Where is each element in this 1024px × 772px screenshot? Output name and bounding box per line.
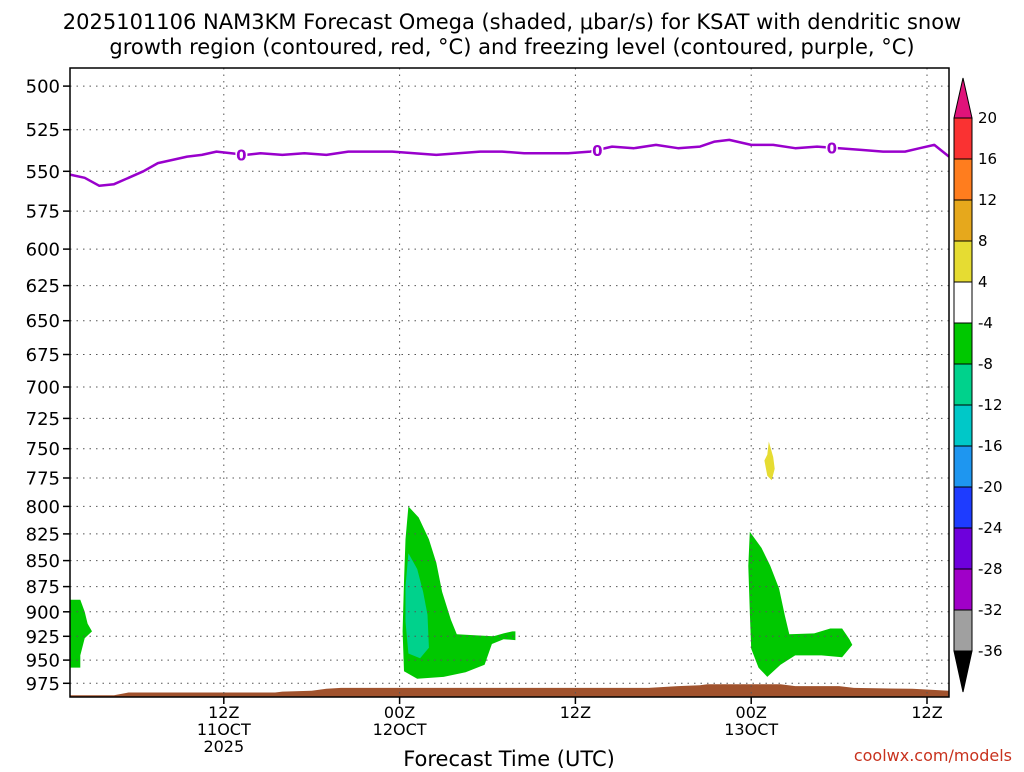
colorbar-segment [953, 363, 973, 406]
omega-region-2 [405, 553, 429, 659]
x-tick-label: 2025 [203, 737, 244, 756]
y-tick-label: 500 [26, 77, 60, 98]
colorbar-segment [953, 445, 973, 488]
y-tick-label: 725 [26, 409, 60, 430]
y-tick-label: 850 [26, 551, 60, 572]
colorbar-segment [953, 486, 973, 529]
x-tick-label: 12Z [911, 703, 942, 722]
freezing-level-contour: 0 0 0 [69, 138, 950, 188]
colorbar-label: -12 [978, 396, 1003, 414]
colorbar-label: -28 [978, 560, 1003, 578]
omega-region-4 [764, 441, 775, 481]
colorbar-label: 16 [978, 150, 997, 168]
colorbar-segment [953, 158, 973, 201]
y-tick-label: 675 [26, 345, 60, 366]
colorbar-label: 8 [978, 232, 988, 250]
y-tick-label: 650 [26, 311, 60, 332]
freezing-level-line [69, 138, 950, 188]
x-tick-label: 12OCT [373, 720, 427, 739]
chart-title-line-2: growth region (contoured, red, °C) and f… [109, 35, 914, 59]
y-tick-label: 925 [26, 627, 60, 648]
colorbar-label: -24 [978, 519, 1003, 537]
y-tick-label: 600 [26, 240, 60, 261]
colorbar-segment [953, 568, 973, 611]
colorbar: 20 16 12 8 4 -4 -8 -12 -16 -20 -24 -28 -32 -36 [953, 77, 1003, 693]
freezing-level-label: 0 [236, 146, 246, 164]
x-tick-label: 11OCT [197, 720, 251, 739]
colorbar-segment [953, 609, 973, 652]
y-tick-label: 550 [26, 162, 60, 183]
colorbar-segment [953, 527, 973, 570]
y-tick-label: 875 [26, 577, 60, 598]
omega-region-1 [402, 506, 516, 679]
y-axis: 500 525 550 575 600 625 650 675 700 725 750 775 800 8… [26, 77, 70, 695]
y-tick-label: 575 [26, 202, 60, 223]
colorbar-segment [953, 117, 973, 160]
colorbar-segment [953, 322, 973, 365]
freezing-label-bg-2 [825, 139, 838, 156]
colorbar-label: -32 [978, 601, 1003, 619]
freezing-label-bg-0 [235, 146, 248, 163]
y-tick-label: 700 [26, 378, 60, 399]
x-tick-label: 00Z [736, 703, 767, 722]
freezing-label-bg-1 [591, 141, 604, 158]
colorbar-segment [953, 281, 973, 324]
chart-title-line-1: 2025101106 NAM3KM Forecast Omega (shaded… [63, 10, 961, 34]
y-tick-label: 800 [26, 497, 60, 518]
terrain-fill [70, 684, 949, 697]
plot-background [70, 68, 949, 697]
y-tick-label: 900 [26, 602, 60, 623]
colorbar-segment [953, 404, 973, 447]
omega-region-0 [70, 599, 92, 668]
grid-lines [70, 68, 949, 697]
y-tick-label: 750 [26, 439, 60, 460]
x-tick-label: 12Z [208, 703, 239, 722]
plot-frame [69, 67, 950, 698]
omega-shading [70, 441, 853, 679]
x-tick-label: 00Z [384, 703, 415, 722]
colorbar-label: -20 [978, 478, 1003, 496]
colorbar-top-triangle [953, 77, 973, 119]
colorbar-bottom-triangle [953, 650, 973, 693]
y-tick-label: 775 [26, 469, 60, 490]
colorbar-segment [953, 240, 973, 283]
credit-text: coolwx.com/models [854, 746, 1012, 765]
x-tick-label: 12Z [560, 703, 591, 722]
freezing-level-label: 0 [592, 142, 602, 160]
colorbar-label: 4 [978, 273, 988, 291]
x-tick-label: 13OCT [724, 720, 778, 739]
colorbar-label: -4 [978, 314, 993, 332]
omega-region-3 [748, 531, 853, 677]
y-tick-label: 525 [26, 120, 60, 141]
plot-area: 0 0 0 [69, 67, 950, 698]
y-tick-label: 975 [26, 674, 60, 695]
colorbar-label: -16 [978, 437, 1003, 455]
x-axis-label: Forecast Time (UTC) [403, 747, 615, 768]
y-tick-label: 625 [26, 276, 60, 297]
y-tick-label: 825 [26, 524, 60, 545]
colorbar-label: 12 [978, 191, 997, 209]
colorbar-label: -8 [978, 355, 993, 373]
colorbar-label: -36 [978, 642, 1003, 660]
terrain-layer [70, 684, 949, 697]
freezing-level-label: 0 [827, 140, 837, 158]
colorbar-segment [953, 199, 973, 242]
colorbar-label: 20 [978, 109, 997, 127]
y-tick-label: 950 [26, 651, 60, 672]
